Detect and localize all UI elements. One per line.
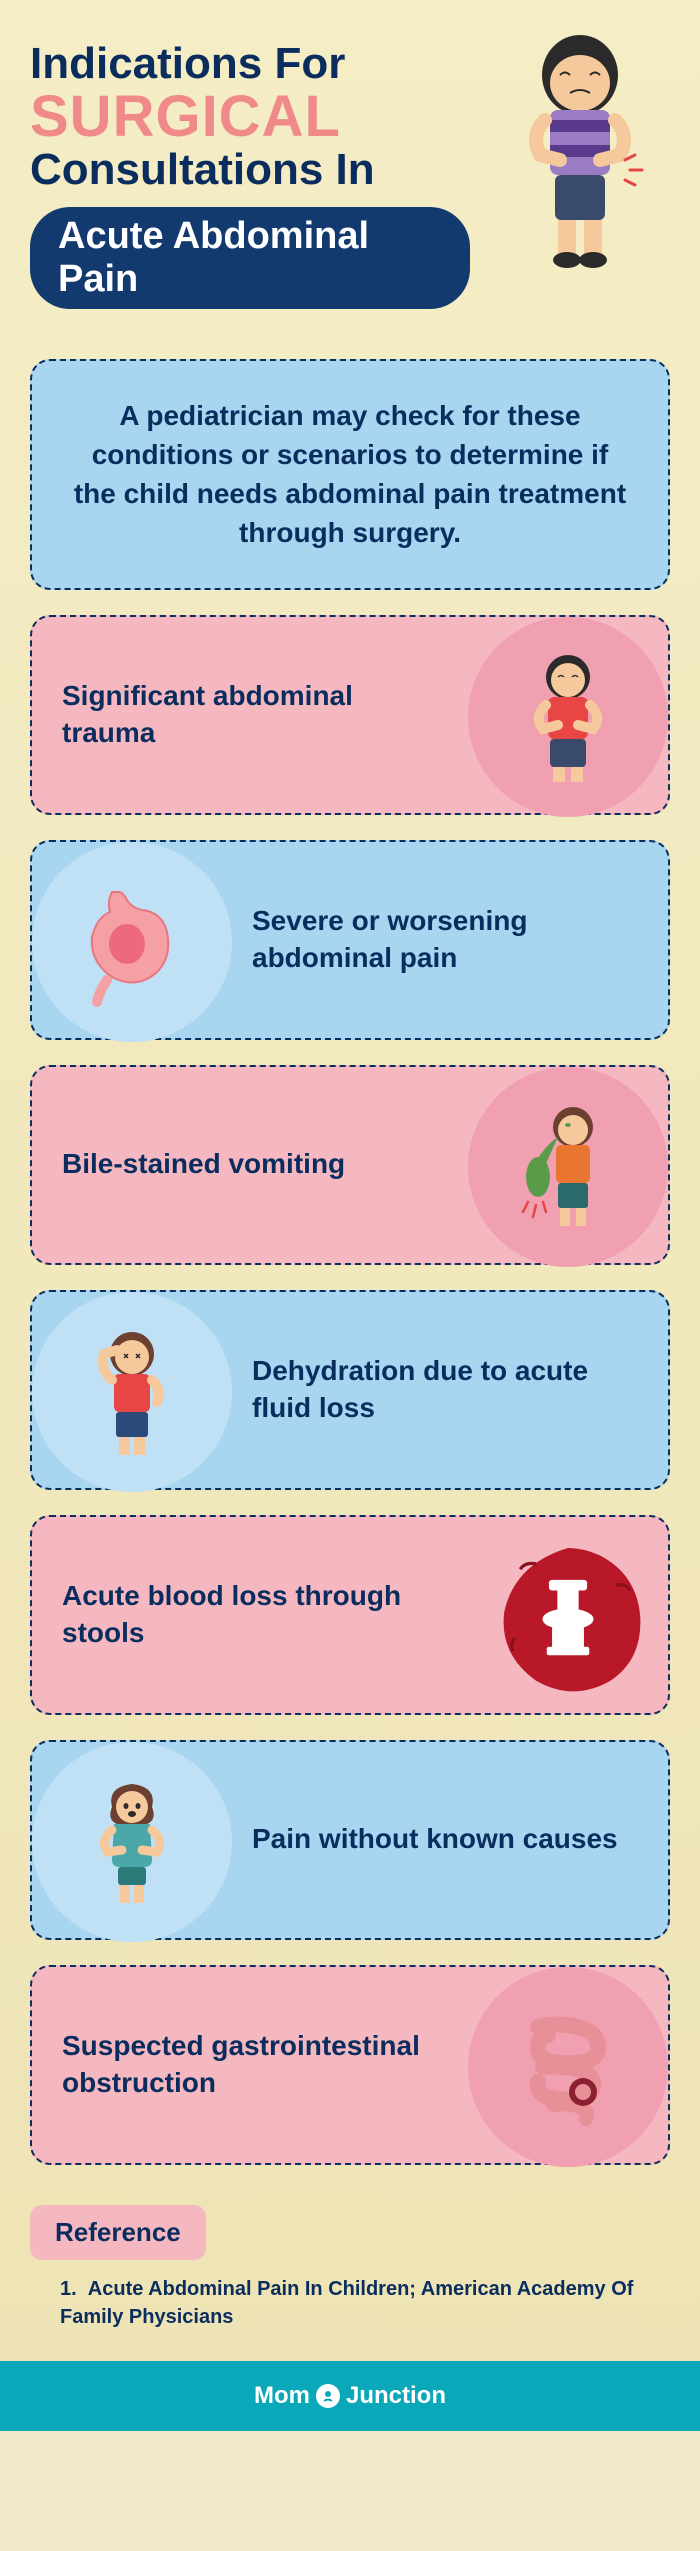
- boy-stomach-pain-icon: [490, 25, 670, 285]
- girl-stomach-pain-icon: [62, 1772, 202, 1912]
- title-line-3: Consultations In: [30, 146, 470, 194]
- header-illustration: [490, 25, 670, 285]
- reference-header: Reference: [30, 2205, 206, 2260]
- reference-item: 1. Acute Abdominal Pain In Children; Ame…: [30, 2275, 670, 2331]
- indication-card: Acute blood loss through stools: [30, 1515, 670, 1715]
- illustration-circle: [32, 842, 232, 1042]
- header: Indications For SURGICAL Consultations I…: [0, 0, 700, 339]
- reference-number: 1.: [60, 2278, 88, 2300]
- stomach-organ-icon: [62, 872, 202, 1012]
- footer-logo: Mom Junction: [254, 2382, 446, 2410]
- illustration-circle: [468, 617, 668, 817]
- baby-icon: [316, 2384, 340, 2408]
- illustration-circle: [32, 1292, 232, 1492]
- infographic-container: Indications For SURGICAL Consultations I…: [0, 0, 700, 2431]
- child-vomiting-green-icon: [498, 1097, 638, 1237]
- intro-card: A pediatrician may check for these condi…: [30, 359, 670, 590]
- indication-card: Bile-stained vomiting: [30, 1065, 670, 1265]
- indication-card: Dehydration due to acute fluid loss: [30, 1290, 670, 1490]
- indication-card: Pain without known causes: [30, 1740, 670, 1940]
- toilet-blood-icon: [483, 1532, 653, 1702]
- reference-section: Reference 1. Acute Abdominal Pain In Chi…: [30, 2205, 670, 2331]
- brand-post: Junction: [346, 2382, 446, 2410]
- illustration-circle: [468, 1067, 668, 1267]
- illustration-circle: [468, 1517, 668, 1717]
- indication-card: Severe or worsening abdominal pain: [30, 840, 670, 1040]
- child-holding-stomach-icon: [498, 647, 638, 787]
- indication-card: Suspected gastrointestinal obstruction: [30, 1965, 670, 2165]
- footer: Mom Junction: [0, 2361, 700, 2431]
- header-text: Indications For SURGICAL Consultations I…: [30, 40, 470, 309]
- reference-text: Acute Abdominal Pain In Children; Americ…: [60, 2278, 633, 2328]
- illustration-circle: [32, 1742, 232, 1942]
- illustration-circle: [468, 1967, 668, 2167]
- title-line-2: SURGICAL: [30, 88, 470, 146]
- indication-card: Significant abdominal trauma: [30, 615, 670, 815]
- title-line-1: Indications For: [30, 40, 470, 88]
- child-dizzy-icon: [62, 1322, 202, 1462]
- title-pill: Acute Abdominal Pain: [30, 207, 470, 309]
- intestines-icon: [498, 1997, 638, 2137]
- brand-pre: Mom: [254, 2382, 310, 2410]
